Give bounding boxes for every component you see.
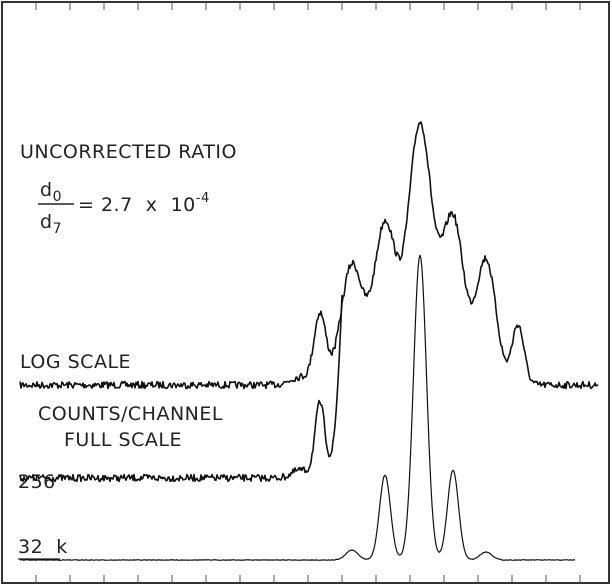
- log-trace: [19, 121, 599, 390]
- denominator-sub: 7: [53, 221, 62, 237]
- frame-ticks: [35, 2, 581, 583]
- heading: UNCORRECTED RATIO: [20, 141, 237, 163]
- log-scale-label: LOG SCALE: [20, 351, 131, 373]
- full-scale-label: FULL SCALE: [64, 429, 182, 451]
- denominator: d: [40, 211, 53, 233]
- linear-trace: [19, 254, 576, 561]
- rhs: = 2.7 x 10: [78, 194, 196, 216]
- exponent: -4: [196, 191, 210, 206]
- formula-numerator: d0: [40, 179, 62, 205]
- numerator-sub: 0: [53, 189, 62, 205]
- scale-32k-label: 32 k: [18, 536, 68, 558]
- mid-trace: [19, 294, 343, 483]
- scale-256-label: 256: [18, 471, 56, 493]
- formula-rhs: = 2.7 x 10-4: [78, 191, 210, 216]
- counts-label: COUNTS/CHANNEL: [38, 403, 223, 425]
- formula-denominator: d7: [40, 211, 62, 237]
- numerator: d: [40, 179, 53, 201]
